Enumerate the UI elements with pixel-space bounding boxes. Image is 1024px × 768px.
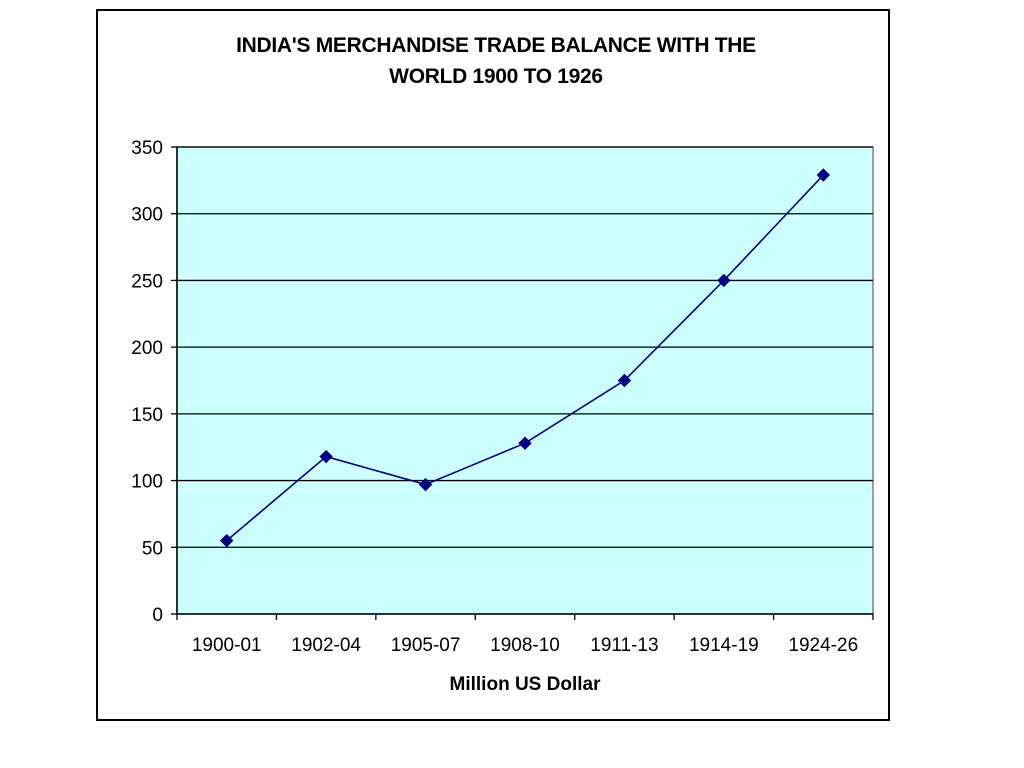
x-tick-label: 1902-04 (291, 635, 361, 656)
y-tick-label: 300 (131, 205, 163, 226)
y-tick-label: 50 (142, 538, 163, 559)
chart-title: INDIA'S MERCHANDISE TRADE BALANCE WITH T… (96, 30, 896, 92)
y-tick-label: 350 (131, 138, 163, 159)
data-point-1914-19 (717, 273, 731, 288)
data-point-1911-13 (617, 373, 632, 388)
data-point-1902-04 (319, 449, 333, 464)
x-axis-title: Million US Dollar (450, 674, 602, 695)
chart-title-line-2: WORLD 1900 TO 1926 (389, 65, 603, 88)
series-group (220, 168, 830, 548)
y-tick-label: 250 (131, 271, 163, 292)
y-tick-label: 200 (131, 338, 163, 359)
x-tick-label: 1900-01 (192, 635, 262, 656)
data-point-1924-26 (816, 168, 830, 182)
data-point-1900-01 (220, 533, 234, 548)
y-tick-label: 100 (131, 472, 163, 493)
x-tick-label: 1905-07 (391, 635, 461, 656)
x-tick-label: 1914-19 (689, 635, 759, 656)
y-tick-label: 0 (152, 605, 163, 626)
data-point-1905-07 (418, 477, 433, 492)
chart-title-line-1: INDIA'S MERCHANDISE TRADE BALANCE WITH T… (236, 34, 756, 57)
plot-area (176, 146, 874, 615)
gridlines (177, 146, 873, 548)
data-point-1908-10 (518, 436, 532, 450)
x-tick-label: 1911-13 (590, 635, 658, 656)
x-axis: 1900-01 1902-04 1905-07 1908-10 1911-13 1914-… (176, 613, 874, 656)
y-axis: 0 50 100 150 200 250 300 350 (131, 138, 178, 626)
x-tick-label: 1908-10 (490, 635, 560, 656)
x-tick-label: 1924-26 (788, 635, 858, 656)
y-tick-label: 150 (131, 405, 163, 426)
